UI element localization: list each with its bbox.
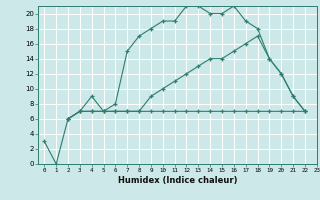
X-axis label: Humidex (Indice chaleur): Humidex (Indice chaleur) xyxy=(118,176,237,185)
